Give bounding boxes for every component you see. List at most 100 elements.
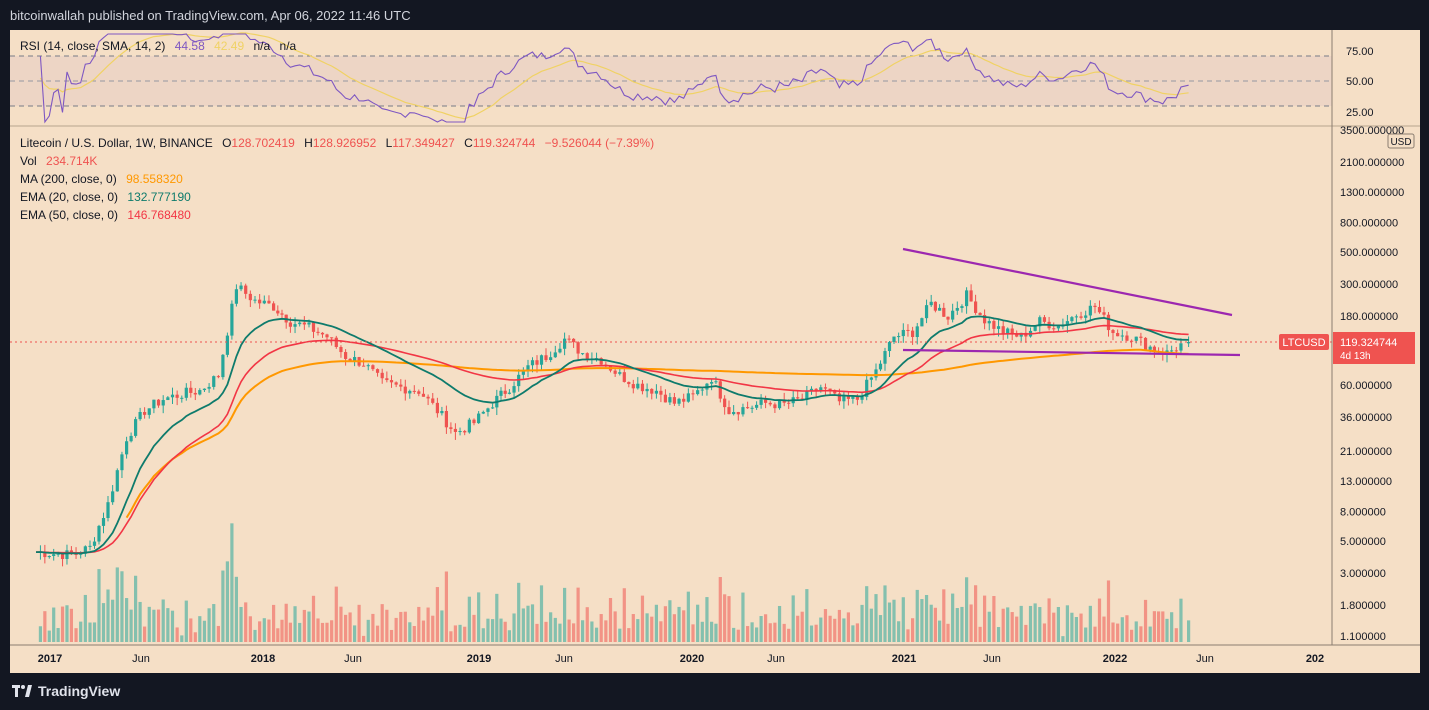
- ema50-line: [36, 324, 1189, 554]
- candle: [773, 402, 777, 414]
- volume-bar: [453, 625, 457, 642]
- candle: [97, 524, 101, 545]
- candle: [276, 305, 280, 316]
- volume-bar: [1042, 623, 1047, 642]
- candle: [777, 399, 782, 410]
- candle: [705, 382, 709, 396]
- candle: [458, 427, 462, 436]
- volume-bar: [371, 613, 375, 642]
- candle: [645, 383, 649, 398]
- rsi-tick-label: 50.00: [1346, 76, 1374, 88]
- volume-bar: [43, 611, 47, 642]
- volume-bar: [594, 627, 599, 642]
- volume-legend[interactable]: Vol 234.714K: [20, 154, 97, 168]
- volume-bar: [244, 602, 248, 642]
- volume-bar: [143, 626, 147, 642]
- chart-frame[interactable]: 3500.000000 2100.000000 1300.000000 800.000…: [10, 30, 1420, 673]
- change-value: −9.526044 (−7.39%): [544, 136, 655, 150]
- volume-bar: [1061, 636, 1065, 642]
- candle: [491, 403, 495, 409]
- ma200-legend[interactable]: MA (200, close, 0) 98.558320: [20, 172, 183, 186]
- volume-bar: [435, 587, 439, 642]
- volume-bar: [129, 609, 133, 642]
- volume-bar: [732, 627, 736, 642]
- volume-bar: [221, 570, 225, 642]
- volume-bar: [56, 628, 60, 642]
- candle: [375, 368, 380, 377]
- volume-bar: [357, 604, 361, 642]
- volume-bar: [1187, 620, 1191, 642]
- candle: [901, 323, 905, 343]
- candle: [371, 364, 375, 372]
- candle: [791, 390, 795, 407]
- volume-bar: [330, 620, 334, 642]
- volume-bar: [60, 606, 65, 642]
- high-label: H: [304, 136, 313, 150]
- volume-bar: [65, 605, 69, 642]
- volume-bar: [486, 618, 490, 642]
- candle: [842, 390, 846, 409]
- symbol-legend[interactable]: Litecoin / U.S. Dollar, 1W, BINANCE O128…: [20, 136, 654, 150]
- volume-bar: [92, 622, 97, 642]
- candle: [1130, 339, 1134, 348]
- volume-bar: [535, 623, 539, 642]
- price-tick-label: 1.100000: [1340, 631, 1386, 643]
- volume-bars: [38, 523, 1191, 642]
- candle: [403, 379, 407, 401]
- volume-bar: [613, 611, 617, 642]
- candle: [1042, 315, 1047, 324]
- time-tick-label: 2021: [892, 653, 916, 665]
- candle: [184, 383, 188, 401]
- ema20-value: 132.777190: [127, 190, 191, 204]
- candle: [668, 392, 672, 406]
- candle: [1111, 329, 1115, 341]
- volume-bar: [138, 601, 142, 642]
- tradingview-logo[interactable]: TradingView: [12, 683, 120, 699]
- candle: [311, 321, 316, 339]
- volume-bar: [380, 604, 384, 642]
- candle: [125, 436, 129, 459]
- candle: [152, 399, 156, 414]
- candle: [1070, 316, 1074, 323]
- tradingview-logo-icon: [12, 685, 32, 697]
- volume-bar: [777, 605, 782, 642]
- rsi-legend[interactable]: RSI (14, close, SMA, 14, 2) 44.58 42.49 …: [20, 39, 296, 53]
- time-tick-label: 2017: [38, 653, 62, 665]
- volume-bar: [394, 617, 398, 642]
- volume-bar: [978, 626, 982, 642]
- volume-bar: [750, 622, 754, 642]
- chart-canvas[interactable]: 3500.000000 2100.000000 1300.000000 800.000…: [10, 30, 1420, 673]
- ema50-legend[interactable]: EMA (50, close, 0) 146.768480: [20, 208, 191, 222]
- candle: [1106, 312, 1111, 337]
- candle: [865, 373, 869, 401]
- ema20-legend[interactable]: EMA (20, close, 0) 132.777190: [20, 190, 191, 204]
- volume-bar: [1161, 611, 1165, 642]
- volume-bar: [618, 628, 622, 642]
- volume-bar: [705, 597, 709, 642]
- volume-bar: [631, 614, 635, 642]
- volume-bar: [248, 616, 252, 642]
- candle: [143, 407, 147, 419]
- volume-bar: [339, 606, 343, 642]
- volume-bar: [755, 627, 759, 642]
- volume-bar: [654, 604, 658, 642]
- volume-bar: [288, 622, 292, 642]
- ema20-line: [35, 315, 1189, 555]
- volume-bar: [88, 622, 92, 642]
- candle: [710, 379, 714, 391]
- volume-bar: [385, 609, 389, 642]
- volume-bar: [622, 588, 626, 642]
- candle: [115, 468, 119, 492]
- volume-bar: [125, 598, 129, 642]
- volume-bar: [467, 596, 471, 642]
- candle: [1116, 329, 1120, 337]
- volume-bar: [1152, 611, 1156, 642]
- volume-bar: [992, 596, 996, 642]
- candle: [1187, 336, 1191, 347]
- volume-bar: [974, 585, 978, 642]
- candle: [120, 451, 124, 479]
- candle: [1047, 316, 1051, 331]
- volume-bar: [1179, 598, 1183, 642]
- candle: [860, 391, 864, 404]
- candle: [969, 284, 973, 302]
